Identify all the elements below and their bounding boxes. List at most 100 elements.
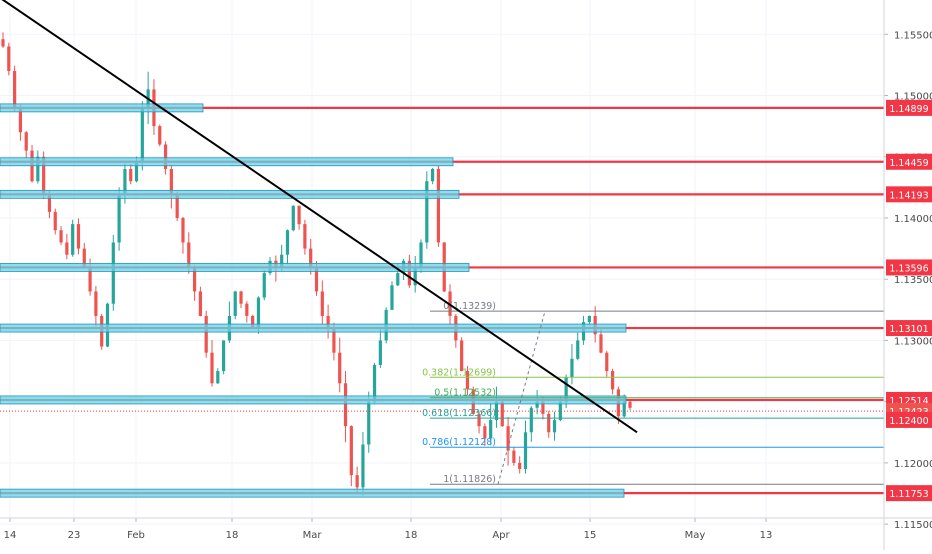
fib-level-label: 1(1.11826) xyxy=(443,474,496,485)
candle-body xyxy=(500,401,504,427)
candle-body xyxy=(285,230,290,255)
candle-body xyxy=(419,242,423,267)
candle-body xyxy=(506,426,510,451)
x-tick-label: 18 xyxy=(405,530,418,541)
candle-body xyxy=(47,193,52,212)
y-tick-label: 1.15500 xyxy=(894,30,932,41)
candle-body xyxy=(425,181,429,243)
price-level-label: 1.14193 xyxy=(889,190,928,201)
zone-rectangle xyxy=(0,263,470,272)
candle-body xyxy=(181,217,185,243)
y-tick-label: 1.14000 xyxy=(894,214,932,225)
x-tick-label: Feb xyxy=(127,530,145,541)
candle-body xyxy=(53,211,57,231)
price-level-label: 1.11753 xyxy=(889,489,928,500)
candle-body xyxy=(222,340,226,372)
price-level-label: 1.12514 xyxy=(889,396,928,407)
candle-body xyxy=(140,107,144,163)
candle-body xyxy=(489,420,493,439)
candle-body xyxy=(7,46,11,72)
candle-body xyxy=(24,132,28,151)
candle-body xyxy=(622,401,626,417)
candle-body xyxy=(42,156,46,194)
candle-body xyxy=(378,340,382,365)
fib-level-label: 0.5(1.12532) xyxy=(434,388,496,399)
candle-body xyxy=(256,297,261,329)
candle-body xyxy=(314,266,319,292)
y-tick-label: 1.11500 xyxy=(894,520,932,531)
candle-body xyxy=(367,401,371,445)
fib-level-label: 0.382(1.12699) xyxy=(422,367,496,378)
candle-body xyxy=(326,315,330,329)
y-tick-label: 1.13000 xyxy=(894,336,932,347)
candle-body xyxy=(552,420,557,433)
candle-body xyxy=(535,401,539,408)
candle-body xyxy=(210,352,214,384)
candle-body xyxy=(134,162,139,182)
zone-rectangle xyxy=(0,323,627,333)
fib-level-label: 0(1.13239) xyxy=(443,301,496,312)
x-tick-label: 14 xyxy=(4,530,17,541)
candle-body xyxy=(390,285,394,310)
x-tick-label: 13 xyxy=(760,530,773,541)
secondary-price-label: 1.12400 xyxy=(889,416,928,427)
y-tick-label: 1.12000 xyxy=(894,459,932,470)
candle-body xyxy=(483,426,487,439)
candle-body xyxy=(233,291,237,316)
candle-body xyxy=(541,401,545,414)
price-level-label: 1.14459 xyxy=(889,158,928,169)
price-level-tag xyxy=(886,485,932,502)
zones-layer xyxy=(0,103,884,498)
candle-body xyxy=(216,371,220,384)
candle-body xyxy=(407,260,411,286)
candle-body xyxy=(18,107,23,133)
candle-body xyxy=(332,328,336,353)
candle-body xyxy=(361,444,365,488)
x-tick-label: 23 xyxy=(68,530,81,541)
x-tick-label: May xyxy=(685,530,706,541)
candle-body xyxy=(605,352,609,372)
candle-body xyxy=(94,291,98,316)
candle-body xyxy=(465,371,470,390)
candle-body xyxy=(245,303,249,316)
candle-body xyxy=(431,168,435,182)
candle-body xyxy=(523,432,528,470)
x-tick-label: 15 xyxy=(584,530,597,541)
candle-body xyxy=(338,352,342,384)
candle-body xyxy=(309,248,313,267)
candle-body xyxy=(564,377,568,402)
candle-body xyxy=(129,168,133,182)
candle-body xyxy=(628,401,632,408)
price-level-tag xyxy=(886,259,932,276)
zone-rectangle xyxy=(0,103,204,113)
fib-level-label: 0.618(1.12366) xyxy=(422,408,496,419)
zone-rectangle xyxy=(0,395,627,405)
candle-body xyxy=(163,144,168,169)
x-tick-label: 18 xyxy=(226,530,239,541)
candle-body xyxy=(192,266,197,292)
candle-body xyxy=(570,358,574,378)
fibonacci-layer: 0(1.13239) 0.382(1.12699) 0.5(1.12532) 0.61… xyxy=(422,301,884,485)
candle-body xyxy=(518,462,522,470)
candle-body xyxy=(343,383,348,427)
candle-body xyxy=(36,156,40,182)
candle-body xyxy=(169,168,173,194)
candle-body xyxy=(280,254,284,267)
price-level-label: 1.13101 xyxy=(889,324,928,335)
trendline-layer xyxy=(1,0,638,434)
candle-body xyxy=(198,291,202,316)
downtrend-line xyxy=(1,0,638,434)
candle-body xyxy=(599,334,603,353)
candle-body xyxy=(262,273,266,298)
candle-body xyxy=(82,248,86,267)
candle-body xyxy=(558,401,562,421)
candle-body xyxy=(349,426,353,476)
price-level-tag xyxy=(886,186,932,203)
candle-body xyxy=(547,413,551,433)
y-tick-label: 1.13500 xyxy=(894,275,932,286)
y-tick-label: 1.15000 xyxy=(894,92,932,103)
candle-body xyxy=(529,407,533,433)
